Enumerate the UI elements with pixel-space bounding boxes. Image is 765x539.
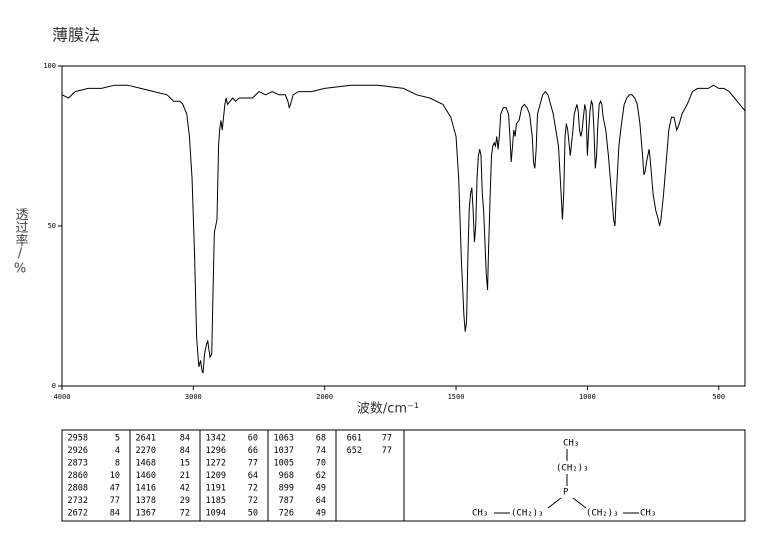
y-axis-label: 透过率/% — [13, 208, 29, 277]
peak-wavenumber: 1296 — [206, 446, 226, 456]
peak-wavenumber: 1272 — [206, 459, 226, 469]
peak-wavenumber: 1037 — [274, 446, 294, 456]
peak-wavenumber: 899 — [279, 484, 294, 494]
bond — [547, 497, 562, 509]
peak-wavenumber: 661 — [347, 434, 362, 444]
y-tick-label: 0 — [52, 382, 56, 390]
peak-transmittance: 4 — [115, 446, 120, 456]
peak-wavenumber: 1342 — [206, 434, 226, 444]
bond — [572, 497, 587, 509]
peak-transmittance: 74 — [316, 446, 326, 456]
structure-label: CH₃ — [563, 439, 579, 449]
peak-wavenumber: 1005 — [274, 459, 294, 469]
peak-transmittance: 50 — [248, 509, 258, 519]
peak-transmittance: 5 — [115, 434, 120, 444]
peak-transmittance: 21 — [180, 471, 190, 481]
x-tick-label: 4000 — [54, 393, 71, 401]
peak-transmittance: 77 — [110, 496, 120, 506]
peak-transmittance: 15 — [180, 459, 190, 469]
peak-wavenumber: 1468 — [136, 459, 156, 469]
peak-transmittance: 84 — [110, 509, 120, 519]
x-tick-label: 3000 — [185, 393, 202, 401]
peak-transmittance: 72 — [248, 496, 258, 506]
peak-wavenumber: 2270 — [136, 446, 156, 456]
peak-wavenumber: 2958 — [68, 434, 88, 444]
peak-transmittance: 72 — [248, 484, 258, 494]
x-axis-label: 波数/cm⁻¹ — [357, 402, 419, 417]
peak-transmittance: 64 — [248, 471, 258, 481]
peak-transmittance: 42 — [180, 484, 190, 494]
peak-transmittance: 68 — [316, 434, 326, 444]
x-tick-label: 1500 — [448, 393, 465, 401]
x-tick-label: 1000 — [579, 393, 596, 401]
peak-transmittance: 8 — [115, 459, 120, 469]
peak-wavenumber: 1185 — [206, 496, 226, 506]
peak-wavenumber: 1416 — [136, 484, 156, 494]
peak-transmittance: 47 — [110, 484, 120, 494]
peak-wavenumber: 2672 — [68, 509, 88, 519]
peak-transmittance: 49 — [316, 509, 326, 519]
peak-wavenumber: 1094 — [206, 509, 226, 519]
x-tick-label: 500 — [712, 393, 725, 401]
peak-wavenumber: 726 — [279, 509, 294, 519]
peak-wavenumber: 2860 — [68, 471, 88, 481]
y-tick-label: 50 — [48, 222, 56, 230]
structure-label: (CH₂)₃ — [511, 509, 544, 519]
peak-wavenumber: 968 — [279, 471, 294, 481]
structure-label: (CH₂)₃ — [556, 464, 589, 474]
peak-transmittance: 77 — [382, 446, 392, 456]
peak-wavenumber: 787 — [279, 496, 294, 506]
peak-transmittance: 29 — [180, 496, 190, 506]
peak-transmittance: 77 — [382, 434, 392, 444]
peak-transmittance: 84 — [180, 434, 190, 444]
peak-wavenumber: 2641 — [136, 434, 156, 444]
peak-transmittance: 66 — [248, 446, 258, 456]
peak-wavenumber: 2873 — [68, 459, 88, 469]
peak-transmittance: 10 — [110, 471, 120, 481]
structure-label: (CH₂)₃ — [586, 509, 619, 519]
peak-transmittance: 70 — [316, 459, 326, 469]
structure-label: CH₃ — [640, 509, 656, 519]
structure-label: CH₃ — [472, 509, 488, 519]
peak-transmittance: 60 — [248, 434, 258, 444]
peak-wavenumber: 1063 — [274, 434, 294, 444]
spectrum-line — [61, 84, 746, 374]
structure-label: P — [563, 488, 569, 498]
peak-transmittance: 84 — [180, 446, 190, 456]
chart-title: 薄膜法 — [52, 26, 100, 45]
peak-wavenumber: 1191 — [206, 484, 226, 494]
peak-transmittance: 64 — [316, 496, 326, 506]
peak-transmittance: 62 — [316, 471, 326, 481]
plot-frame — [61, 65, 746, 387]
peak-wavenumber: 1209 — [206, 471, 226, 481]
y-tick-label: 100 — [43, 62, 56, 70]
x-tick-label: 2000 — [316, 393, 333, 401]
structure: CH₃ (CH₂)₃ P CH₃ (CH₂)₃ (CH₂)₃ CH₃ — [472, 439, 656, 519]
peak-transmittance: 49 — [316, 484, 326, 494]
peak-wavenumber: 2732 — [68, 496, 88, 506]
peak-wavenumber: 1367 — [136, 509, 156, 519]
peak-wavenumber: 1460 — [136, 471, 156, 481]
peak-wavenumber: 1378 — [136, 496, 156, 506]
peak-wavenumber: 652 — [347, 446, 362, 456]
peak-wavenumber: 2926 — [68, 446, 88, 456]
peak-transmittance: 72 — [180, 509, 190, 519]
peak-transmittance: 77 — [248, 459, 258, 469]
peak-wavenumber: 2808 — [68, 484, 88, 494]
